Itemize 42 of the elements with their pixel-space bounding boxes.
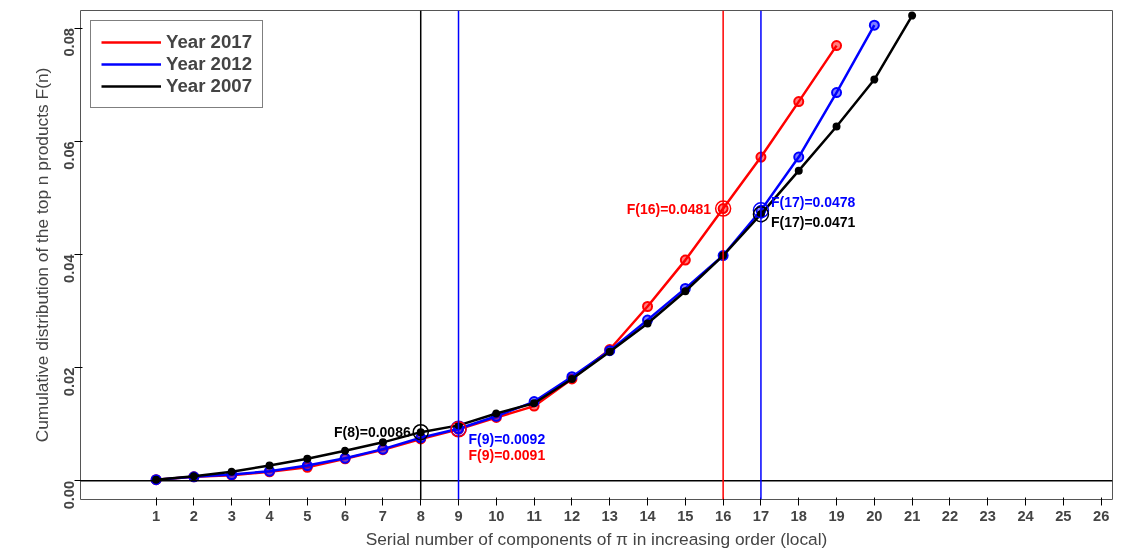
annotation: F(9)=0.0091 [468, 447, 546, 464]
x-tick-label: 19 [828, 507, 845, 524]
y-tick-label: 0.04 [61, 253, 78, 283]
x-tick-label: 8 [416, 507, 425, 524]
y-axis-title: Cumulative distribution of the top n products F(n) [31, 67, 52, 443]
x-tick-label: 10 [488, 507, 505, 524]
x-tick-label: 9 [454, 507, 463, 524]
annotation: F(8)=0.0086 [334, 424, 411, 441]
annotation: F(16)=0.0481 [626, 200, 712, 217]
x-tick-label: 17 [752, 507, 770, 524]
y-tick-label: 0.02 [61, 367, 78, 397]
x-tick-label: 23 [979, 507, 996, 524]
x-tick-label: 2 [189, 507, 198, 524]
x-tick-label: 7 [378, 507, 387, 524]
x-tick-label: 5 [303, 507, 312, 524]
x-tick-label: 18 [790, 507, 807, 524]
legend-label: Year 2007 [166, 75, 253, 97]
x-tick-label: 26 [1093, 507, 1110, 524]
x-tick-label: 22 [941, 507, 959, 524]
x-tick-label: 12 [563, 507, 581, 524]
annotation: F(17)=0.0471 [770, 214, 856, 231]
legend-label: Year 2017 [166, 31, 253, 53]
x-tick-label: 6 [341, 507, 350, 524]
x-tick-label: 1 [152, 507, 161, 524]
x-tick-label: 4 [265, 507, 275, 524]
x-tick-label: 11 [526, 507, 542, 524]
x-tick-label: 25 [1055, 507, 1072, 524]
y-tick-label: 0.00 [61, 480, 78, 510]
legend-label: Year 2012 [166, 53, 253, 75]
y-tick-label: 0.06 [61, 141, 78, 170]
x-tick-label: 24 [1017, 507, 1035, 524]
x-tick-label: 3 [227, 507, 236, 524]
x-tick-label: 21 [904, 507, 921, 524]
x-tick-label: 15 [677, 507, 694, 524]
x-tick-label: 16 [714, 507, 732, 524]
x-tick-label: 13 [601, 507, 618, 524]
annotation: F(17)=0.0478 [770, 194, 856, 211]
y-tick-label: 0.08 [61, 28, 78, 57]
annotation: F(9)=0.0092 [468, 430, 546, 447]
x-axis-title: Serial number of components of π in increasing order (local) [365, 528, 828, 549]
x-tick-label: 20 [866, 507, 883, 524]
x-tick-label: 14 [639, 507, 657, 524]
